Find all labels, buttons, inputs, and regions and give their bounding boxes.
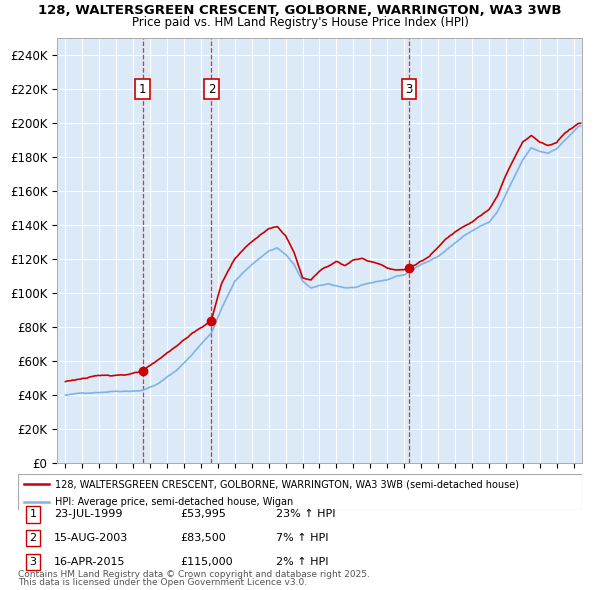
Text: £53,995: £53,995 — [180, 510, 226, 519]
Text: 16-APR-2015: 16-APR-2015 — [54, 557, 125, 566]
Text: 3: 3 — [29, 557, 37, 566]
Text: 3: 3 — [406, 83, 413, 96]
Text: 23% ↑ HPI: 23% ↑ HPI — [276, 510, 335, 519]
Text: HPI: Average price, semi-detached house, Wigan: HPI: Average price, semi-detached house,… — [55, 497, 293, 507]
Text: 23-JUL-1999: 23-JUL-1999 — [54, 510, 122, 519]
Text: 2: 2 — [29, 533, 37, 543]
Text: 2: 2 — [208, 83, 215, 96]
Text: Price paid vs. HM Land Registry's House Price Index (HPI): Price paid vs. HM Land Registry's House … — [131, 16, 469, 29]
Text: 128, WALTERSGREEN CRESCENT, GOLBORNE, WARRINGTON, WA3 3WB (semi-detached house): 128, WALTERSGREEN CRESCENT, GOLBORNE, WA… — [55, 479, 518, 489]
Text: Contains HM Land Registry data © Crown copyright and database right 2025.: Contains HM Land Registry data © Crown c… — [18, 571, 370, 579]
Text: 7% ↑ HPI: 7% ↑ HPI — [276, 533, 329, 543]
Text: 15-AUG-2003: 15-AUG-2003 — [54, 533, 128, 543]
Text: 128, WALTERSGREEN CRESCENT, GOLBORNE, WARRINGTON, WA3 3WB: 128, WALTERSGREEN CRESCENT, GOLBORNE, WA… — [38, 4, 562, 17]
Text: £83,500: £83,500 — [180, 533, 226, 543]
Text: 2% ↑ HPI: 2% ↑ HPI — [276, 557, 329, 566]
Text: This data is licensed under the Open Government Licence v3.0.: This data is licensed under the Open Gov… — [18, 578, 307, 587]
Text: 1: 1 — [29, 510, 37, 519]
Text: 1: 1 — [139, 83, 146, 96]
Text: £115,000: £115,000 — [180, 557, 233, 566]
